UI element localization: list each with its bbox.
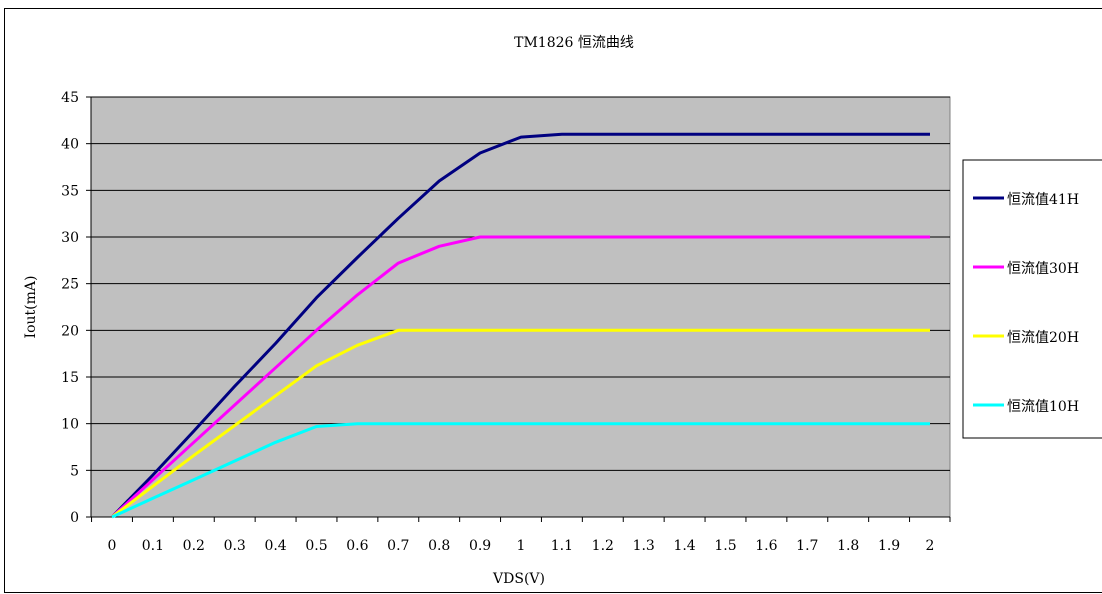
series-line-4 bbox=[111, 422, 930, 519]
x-tick-label: 1.5 bbox=[714, 538, 736, 554]
x-tick-label: 0.7 bbox=[387, 538, 409, 554]
x-tick-label: 0.2 bbox=[183, 538, 205, 554]
x-tick-label: 1.2 bbox=[592, 538, 614, 554]
y-tick-label: 40 bbox=[61, 137, 79, 153]
x-tick-label: 0.8 bbox=[428, 538, 450, 554]
x-axis-label: VDS(V) bbox=[492, 571, 545, 587]
x-tick-label: 1.1 bbox=[551, 538, 573, 554]
x-tick-label: 2 bbox=[926, 538, 935, 554]
legend-box bbox=[962, 159, 1102, 439]
chart-svg: TM1826 恒流曲线 0 5 10 15 20 25 30 35 40 45 0 0.1 0.2 0.3… bbox=[23, 35, 1102, 587]
legend-label: 恒流值41H bbox=[1007, 192, 1079, 208]
x-tick-label: 0.9 bbox=[469, 538, 491, 554]
y-tick-label: 10 bbox=[61, 417, 79, 433]
y-tick-label: 15 bbox=[61, 370, 79, 386]
series-line-1 bbox=[110, 132, 930, 519]
series-lines bbox=[110, 132, 930, 519]
series-line-2 bbox=[110, 235, 930, 519]
legend-label: 恒流值20H bbox=[1007, 330, 1079, 346]
x-tick-label: 0.4 bbox=[264, 538, 286, 554]
x-tick-label: 0.3 bbox=[224, 538, 246, 554]
y-tick-label: 5 bbox=[70, 463, 79, 479]
legend-label: 恒流值10H bbox=[1007, 399, 1079, 415]
x-tick-label: 1 bbox=[517, 538, 526, 554]
y-axis-label: Iout(mA) bbox=[23, 276, 39, 339]
y-tick-label: 30 bbox=[61, 230, 79, 246]
x-tick-label: 1.6 bbox=[755, 538, 777, 554]
axes: 0 5 10 15 20 25 30 35 40 45 0 0.1 0.2 0.3 0.4 0.5 0.6 0.7… bbox=[61, 90, 951, 554]
legend: 恒流值41H 恒流值30H 恒流值20H 恒流值10H bbox=[962, 159, 1102, 439]
x-tick-label: 0.5 bbox=[305, 538, 327, 554]
series-line-3 bbox=[111, 328, 930, 519]
x-tick-label: 0.1 bbox=[142, 538, 164, 554]
x-tick-label: 0.6 bbox=[346, 538, 368, 554]
y-tick-label: 25 bbox=[61, 277, 79, 293]
x-tick-label: 1.7 bbox=[796, 538, 818, 554]
y-tick-label: 35 bbox=[61, 183, 79, 199]
plot-area bbox=[90, 96, 951, 518]
x-tick-label: 1.9 bbox=[878, 538, 900, 554]
y-tick-label: 45 bbox=[61, 90, 79, 106]
x-tick-label: 1.3 bbox=[633, 538, 655, 554]
x-tick-label: 1.4 bbox=[673, 538, 695, 554]
y-tick-label: 20 bbox=[61, 323, 79, 339]
legend-label: 恒流值30H bbox=[1007, 261, 1079, 277]
y-tick-label: 0 bbox=[70, 510, 79, 526]
x-tick-label: 1.8 bbox=[837, 538, 859, 554]
chart-title: TM1826 恒流曲线 bbox=[514, 35, 634, 51]
x-tick-label: 0 bbox=[108, 538, 117, 554]
chart-frame: TM1826 恒流曲线 0 5 10 15 20 25 30 35 40 45 0 0.1 0.2 0.3… bbox=[4, 8, 1102, 593]
